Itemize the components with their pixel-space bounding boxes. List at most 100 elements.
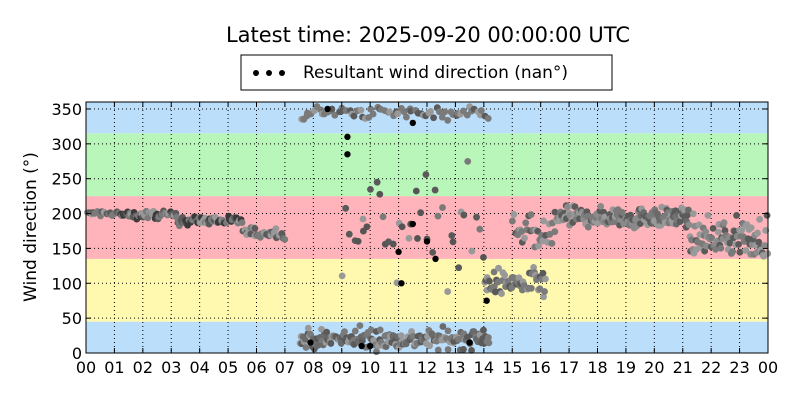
data-point — [704, 211, 712, 219]
data-point — [251, 225, 259, 232]
data-point — [539, 269, 547, 277]
data-point — [747, 224, 755, 232]
y-tick-label: 300 — [51, 135, 82, 154]
data-point — [483, 297, 490, 304]
data-point — [345, 230, 353, 238]
data-point — [495, 264, 502, 272]
data-point — [484, 115, 492, 122]
data-point — [476, 225, 484, 233]
data-point — [356, 322, 364, 330]
data-point — [712, 245, 720, 253]
data-point — [412, 187, 420, 195]
x-tick-label: 16 — [530, 358, 550, 377]
legend-marker-icon — [253, 70, 285, 76]
data-point — [684, 211, 691, 219]
data-point — [485, 339, 493, 347]
y-axis: 0 50 100 150 200 250 300 350 — [51, 100, 768, 363]
data-point — [358, 342, 365, 350]
data-point — [449, 238, 457, 246]
data-point — [438, 113, 446, 121]
data-point — [702, 228, 710, 236]
data-point — [439, 204, 446, 211]
y-tick-label: 350 — [51, 100, 82, 119]
data-point — [470, 328, 478, 335]
data-point — [405, 234, 413, 242]
data-point — [689, 210, 697, 218]
data-point — [484, 334, 492, 341]
data-point — [714, 228, 722, 236]
data-point — [530, 264, 538, 271]
data-point — [594, 219, 602, 227]
data-point — [761, 242, 769, 249]
x-axis: 00 01 02 03 04 05 06 07 08 09 10 11 12 13 14 15 16 17 18 19… — [76, 102, 778, 377]
data-point — [490, 283, 498, 291]
legend-marker-dot — [279, 70, 285, 76]
data-point — [448, 232, 456, 239]
x-tick-label: 11 — [388, 358, 408, 377]
x-tick-label: 06 — [246, 358, 266, 377]
data-point — [444, 116, 452, 124]
data-point — [755, 238, 763, 246]
y-tick-label: 150 — [51, 239, 82, 258]
data-point — [738, 226, 746, 234]
data-point — [551, 208, 559, 216]
data-point — [548, 240, 556, 247]
data-point — [429, 248, 437, 256]
data-point — [661, 214, 668, 221]
data-point — [498, 290, 505, 297]
data-point — [409, 220, 416, 228]
y-tick-label: 100 — [51, 274, 82, 293]
data-point — [460, 211, 468, 219]
x-tick-label: 17 — [559, 358, 579, 377]
data-point — [708, 234, 716, 242]
data-point — [611, 218, 618, 226]
data-point — [354, 237, 362, 245]
data-point — [535, 242, 543, 250]
data-point — [357, 106, 365, 114]
data-point — [432, 255, 439, 263]
data-point — [394, 110, 402, 118]
data-point — [685, 221, 693, 229]
data-point — [466, 339, 473, 346]
x-tick-label: 07 — [275, 358, 295, 377]
data-point — [527, 284, 535, 292]
data-point — [359, 215, 367, 223]
x-tick-label: 12 — [417, 358, 437, 377]
data-point — [444, 346, 452, 353]
data-point — [338, 272, 346, 280]
x-tick-label: 09 — [332, 358, 352, 377]
data-point — [436, 108, 443, 116]
data-point — [522, 219, 530, 227]
data-point — [736, 248, 744, 256]
data-point — [685, 206, 692, 214]
legend-marker-dot — [266, 70, 272, 76]
data-point — [398, 223, 406, 231]
data-point — [527, 211, 535, 219]
data-point — [331, 111, 339, 119]
legend-marker-dot — [253, 70, 259, 76]
data-point — [729, 248, 736, 256]
data-point — [427, 108, 434, 115]
data-point — [379, 213, 387, 221]
data-point — [302, 344, 310, 351]
data-point — [373, 178, 381, 186]
x-tick-label: 00 — [758, 358, 778, 377]
x-tick-label: 15 — [502, 358, 522, 377]
y-tick-label: 0 — [72, 344, 82, 363]
data-point — [344, 133, 351, 141]
data-point — [490, 268, 498, 276]
data-point — [366, 342, 374, 350]
data-point — [439, 323, 447, 330]
data-point — [395, 248, 402, 256]
y-tick-label: 250 — [51, 170, 82, 189]
data-point — [281, 235, 289, 243]
data-point — [367, 326, 375, 334]
data-point — [709, 224, 717, 232]
data-point — [430, 114, 437, 122]
x-tick-label: 04 — [189, 358, 209, 377]
data-point — [398, 280, 405, 287]
data-point — [510, 211, 518, 218]
data-point — [541, 288, 548, 295]
data-point — [518, 228, 526, 235]
data-point — [726, 239, 734, 247]
